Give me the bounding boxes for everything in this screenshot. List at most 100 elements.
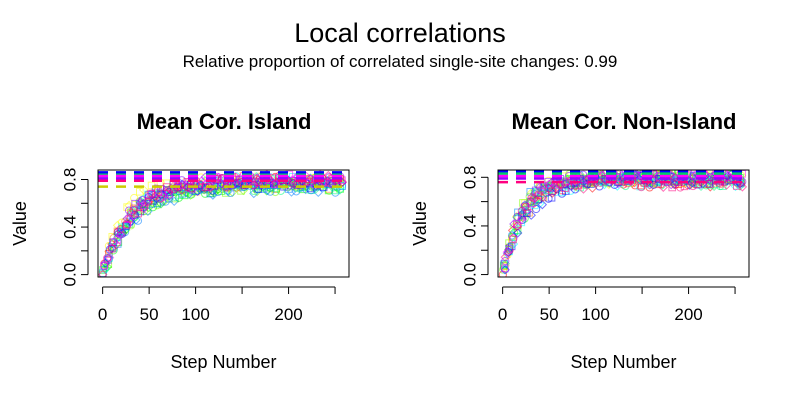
data-point bbox=[141, 197, 152, 207]
panel-title: Mean Cor. Non-Island bbox=[512, 109, 737, 134]
y-axis-label: Value bbox=[10, 201, 30, 246]
data-point bbox=[156, 194, 165, 203]
data-point bbox=[669, 179, 680, 189]
data-point bbox=[111, 239, 122, 250]
data-point bbox=[578, 184, 589, 194]
data-point bbox=[654, 180, 662, 189]
data-point bbox=[331, 188, 340, 197]
panel-non-island: Mean Cor. Non-Island 0 50 100 200 0.0 0.4 0.8 St… bbox=[410, 109, 750, 372]
data-layer bbox=[498, 170, 749, 277]
data-point bbox=[696, 176, 707, 187]
data-point bbox=[103, 254, 112, 263]
data-point bbox=[501, 256, 510, 266]
panel-island: Mean Cor. Island 0 50 100 200 0.0 0.4 0.8 Step N… bbox=[10, 109, 350, 372]
data-point bbox=[561, 184, 569, 192]
data-point bbox=[534, 191, 543, 200]
y-axis-label: Value bbox=[410, 201, 430, 246]
data-point bbox=[643, 176, 653, 187]
data-point bbox=[306, 184, 315, 193]
data-point bbox=[509, 235, 517, 244]
x-axis-label: Step Number bbox=[170, 352, 276, 372]
data-point bbox=[537, 192, 548, 203]
data-point bbox=[696, 181, 706, 192]
figure-title: Local correlations bbox=[294, 18, 506, 48]
data-point bbox=[668, 183, 677, 192]
data-point bbox=[115, 230, 126, 240]
data-point bbox=[526, 210, 536, 220]
y-tick-label: 0.8 bbox=[461, 165, 480, 189]
data-point bbox=[540, 185, 549, 194]
data-point bbox=[323, 170, 333, 181]
data-point bbox=[552, 180, 561, 188]
data-point bbox=[288, 178, 297, 187]
data-point bbox=[130, 193, 139, 203]
data-point bbox=[513, 220, 521, 228]
data-point bbox=[335, 185, 345, 195]
data-point bbox=[505, 246, 514, 255]
data-point bbox=[150, 191, 161, 201]
data-point bbox=[737, 182, 748, 192]
data-point bbox=[594, 170, 605, 176]
data-point bbox=[255, 178, 263, 187]
data-point bbox=[551, 182, 562, 193]
data-point bbox=[100, 261, 109, 270]
data-point bbox=[500, 252, 511, 262]
data-point bbox=[501, 264, 509, 273]
y-tick-label: 0.0 bbox=[461, 263, 480, 287]
data-point bbox=[104, 252, 115, 263]
data-point bbox=[521, 203, 530, 211]
data-point bbox=[658, 182, 668, 192]
data-point bbox=[537, 199, 548, 210]
plot-frame bbox=[97, 169, 350, 278]
data-point bbox=[213, 187, 223, 197]
data-point bbox=[139, 203, 149, 214]
y-tick-label: 0.0 bbox=[61, 263, 80, 287]
x-tick-label: 200 bbox=[274, 305, 302, 324]
data-point bbox=[123, 220, 131, 229]
data-point bbox=[134, 209, 142, 218]
data-point bbox=[532, 204, 541, 214]
x-tick-label: 50 bbox=[140, 305, 159, 324]
data-point bbox=[566, 186, 575, 195]
data-point bbox=[723, 173, 732, 182]
data-point bbox=[512, 221, 522, 232]
data-point bbox=[129, 211, 139, 221]
data-point bbox=[676, 183, 685, 192]
x-tick-label: 100 bbox=[181, 305, 209, 324]
x-axis-label: Step Number bbox=[570, 352, 676, 372]
panel-title: Mean Cor. Island bbox=[137, 109, 312, 134]
figure-subtitle: Relative proportion of correlated single… bbox=[183, 52, 618, 71]
data-point bbox=[536, 185, 545, 195]
x-tick-label: 50 bbox=[540, 305, 559, 324]
data-point bbox=[512, 228, 523, 238]
data-point bbox=[169, 196, 179, 207]
data-point bbox=[165, 184, 176, 195]
data-point bbox=[144, 197, 153, 206]
data-point bbox=[136, 187, 144, 196]
data-point bbox=[98, 269, 108, 277]
data-point bbox=[138, 185, 149, 195]
data-point bbox=[721, 180, 732, 190]
data-point bbox=[126, 207, 137, 218]
data-point bbox=[684, 170, 693, 173]
data-point bbox=[618, 177, 629, 187]
data-point bbox=[143, 206, 153, 216]
data-point bbox=[517, 211, 526, 220]
data-point bbox=[516, 214, 527, 224]
data-point bbox=[160, 192, 169, 201]
y-tick-label: 0.4 bbox=[61, 215, 80, 239]
plot-frame bbox=[497, 169, 750, 278]
x-tick-label: 100 bbox=[581, 305, 609, 324]
data-point bbox=[548, 187, 556, 196]
data-point bbox=[706, 180, 714, 188]
data-point bbox=[670, 172, 680, 183]
data-point bbox=[196, 181, 205, 190]
data-point bbox=[572, 177, 583, 187]
x-tick-label: 0 bbox=[98, 305, 107, 324]
data-layer bbox=[98, 170, 349, 277]
data-point bbox=[649, 180, 658, 189]
data-point bbox=[523, 205, 532, 214]
data-point bbox=[116, 225, 125, 234]
x-tick-label: 0 bbox=[498, 305, 507, 324]
